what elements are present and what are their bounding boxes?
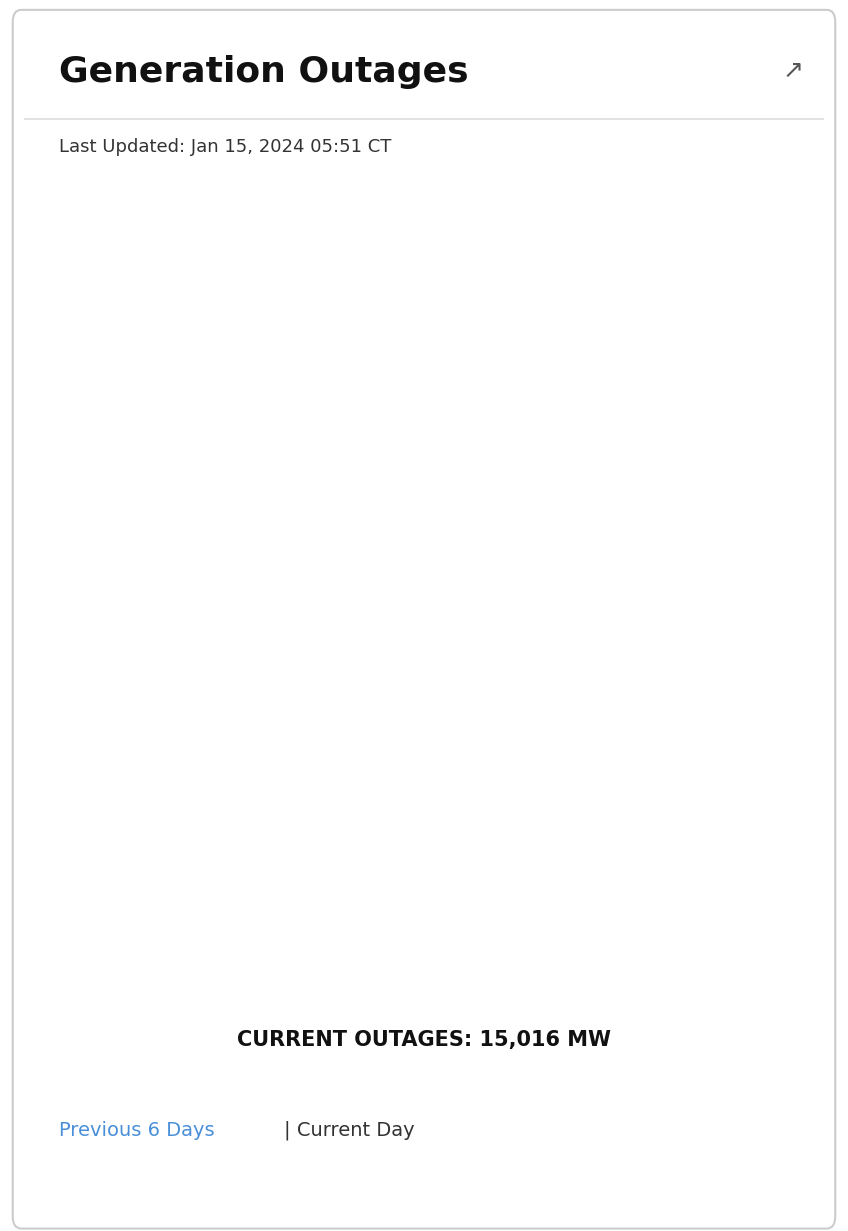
Text: Planned Outages: Planned Outages	[532, 902, 673, 921]
FancyBboxPatch shape	[13, 10, 835, 1229]
Text: Forced Outages: Forced Outages	[171, 958, 302, 976]
Text: Last Updated: Jan 15, 2024 05:51 CT: Last Updated: Jan 15, 2024 05:51 CT	[59, 138, 392, 156]
Y-axis label: MW: MW	[50, 511, 69, 542]
Text: CURRENT OUTAGES: 15,016 MW: CURRENT OUTAGES: 15,016 MW	[237, 1030, 611, 1050]
Text: Generation Outages: Generation Outages	[59, 55, 469, 90]
Text: ↗: ↗	[783, 59, 803, 82]
Text: | Current Day: | Current Day	[284, 1120, 415, 1140]
Text: Total Outages: Total Outages	[171, 902, 285, 921]
Text: Previous 6 Days: Previous 6 Days	[59, 1120, 215, 1140]
